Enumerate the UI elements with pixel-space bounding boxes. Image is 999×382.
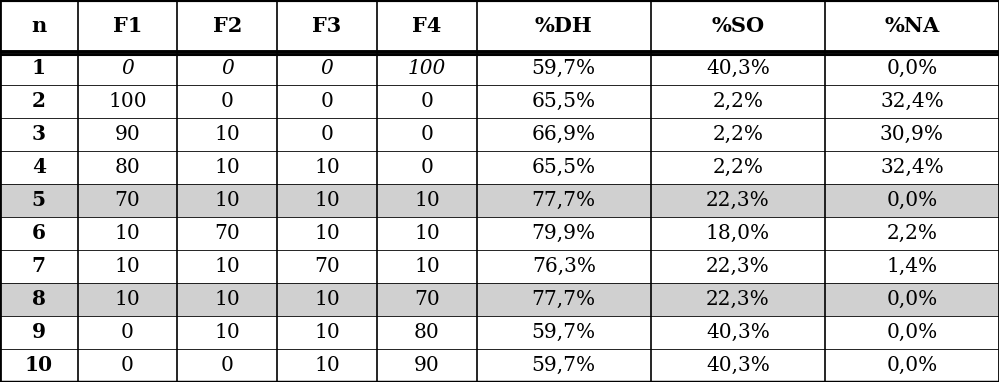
- Text: 10: 10: [115, 224, 141, 243]
- Text: 1: 1: [32, 58, 46, 78]
- Text: 77,7%: 77,7%: [531, 290, 595, 309]
- Text: 18,0%: 18,0%: [706, 224, 770, 243]
- Text: 4: 4: [32, 157, 46, 177]
- Bar: [0, 217, 999, 250]
- Text: 8: 8: [32, 290, 46, 309]
- Text: 2,2%: 2,2%: [712, 92, 763, 111]
- Text: %NA: %NA: [884, 16, 940, 36]
- Text: 0: 0: [121, 356, 134, 375]
- Text: 0,0%: 0,0%: [886, 356, 938, 375]
- Bar: [0, 316, 999, 349]
- Text: 70: 70: [414, 290, 440, 309]
- Text: 100: 100: [108, 92, 147, 111]
- Text: 10: 10: [215, 323, 240, 342]
- Text: 0,0%: 0,0%: [886, 191, 938, 210]
- Text: 5: 5: [32, 190, 46, 210]
- Text: 0: 0: [121, 323, 134, 342]
- Text: 0: 0: [421, 125, 434, 144]
- Text: 70: 70: [315, 257, 340, 276]
- Text: 10: 10: [414, 224, 440, 243]
- Text: 70: 70: [215, 224, 240, 243]
- Text: 30,9%: 30,9%: [880, 125, 944, 144]
- Text: 10: 10: [215, 158, 240, 177]
- Text: 10: 10: [215, 290, 240, 309]
- Text: n: n: [31, 16, 46, 36]
- Text: 10: 10: [25, 356, 53, 376]
- Text: 0: 0: [221, 92, 234, 111]
- Text: 90: 90: [115, 125, 141, 144]
- Text: 10: 10: [215, 257, 240, 276]
- Text: 77,7%: 77,7%: [531, 191, 595, 210]
- Text: F4: F4: [413, 16, 442, 36]
- Text: 10: 10: [315, 290, 340, 309]
- Bar: [0, 118, 999, 151]
- Bar: [0, 349, 999, 382]
- Text: 6: 6: [32, 223, 46, 243]
- Bar: [0, 52, 999, 84]
- Text: 80: 80: [115, 158, 141, 177]
- Text: 10: 10: [115, 257, 141, 276]
- Text: 22,3%: 22,3%: [706, 257, 770, 276]
- Text: 22,3%: 22,3%: [706, 191, 770, 210]
- Text: 10: 10: [315, 224, 340, 243]
- Text: 40,3%: 40,3%: [706, 323, 770, 342]
- Text: 90: 90: [414, 356, 440, 375]
- Text: 7: 7: [32, 256, 46, 276]
- Text: 32,4%: 32,4%: [880, 92, 944, 111]
- Text: 0,0%: 0,0%: [886, 58, 938, 78]
- Text: %DH: %DH: [534, 16, 592, 36]
- Text: 2,2%: 2,2%: [712, 125, 763, 144]
- Text: 65,5%: 65,5%: [531, 92, 595, 111]
- Text: 59,7%: 59,7%: [531, 58, 595, 78]
- Text: 0: 0: [321, 125, 334, 144]
- Text: 0: 0: [421, 92, 434, 111]
- Text: F1: F1: [113, 16, 142, 36]
- Text: 76,3%: 76,3%: [531, 257, 595, 276]
- Text: 100: 100: [408, 58, 446, 78]
- Bar: [0, 84, 999, 118]
- Text: 80: 80: [414, 323, 440, 342]
- Bar: [0, 0, 999, 52]
- Text: 10: 10: [315, 323, 340, 342]
- Text: 79,9%: 79,9%: [531, 224, 595, 243]
- Text: 0: 0: [421, 158, 434, 177]
- Text: 3: 3: [32, 124, 46, 144]
- Bar: [0, 151, 999, 184]
- Text: 59,7%: 59,7%: [531, 323, 595, 342]
- Text: 10: 10: [115, 290, 141, 309]
- Text: 10: 10: [414, 257, 440, 276]
- Text: 70: 70: [115, 191, 141, 210]
- Text: 66,9%: 66,9%: [531, 125, 595, 144]
- Text: 40,3%: 40,3%: [706, 356, 770, 375]
- Text: %SO: %SO: [711, 16, 764, 36]
- Text: 0,0%: 0,0%: [886, 290, 938, 309]
- Text: 2,2%: 2,2%: [886, 224, 937, 243]
- Text: 40,3%: 40,3%: [706, 58, 770, 78]
- Text: 10: 10: [215, 191, 240, 210]
- Text: 2: 2: [32, 91, 46, 111]
- Text: 10: 10: [215, 125, 240, 144]
- Text: 59,7%: 59,7%: [531, 356, 595, 375]
- Text: 9: 9: [32, 322, 46, 342]
- Text: 10: 10: [414, 191, 440, 210]
- Text: 0: 0: [321, 92, 334, 111]
- Text: 65,5%: 65,5%: [531, 158, 595, 177]
- Text: 10: 10: [315, 356, 340, 375]
- Text: 0: 0: [221, 356, 234, 375]
- Text: 0: 0: [121, 58, 134, 78]
- Text: 0: 0: [221, 58, 234, 78]
- Text: F3: F3: [313, 16, 342, 36]
- Text: 0,0%: 0,0%: [886, 323, 938, 342]
- Bar: [0, 250, 999, 283]
- Bar: [0, 184, 999, 217]
- Bar: [0, 283, 999, 316]
- Text: 0: 0: [321, 58, 334, 78]
- Text: 1,4%: 1,4%: [886, 257, 937, 276]
- Text: 2,2%: 2,2%: [712, 158, 763, 177]
- Text: 32,4%: 32,4%: [880, 158, 944, 177]
- Text: F2: F2: [213, 16, 242, 36]
- Text: 22,3%: 22,3%: [706, 290, 770, 309]
- Text: 10: 10: [315, 158, 340, 177]
- Text: 10: 10: [315, 191, 340, 210]
